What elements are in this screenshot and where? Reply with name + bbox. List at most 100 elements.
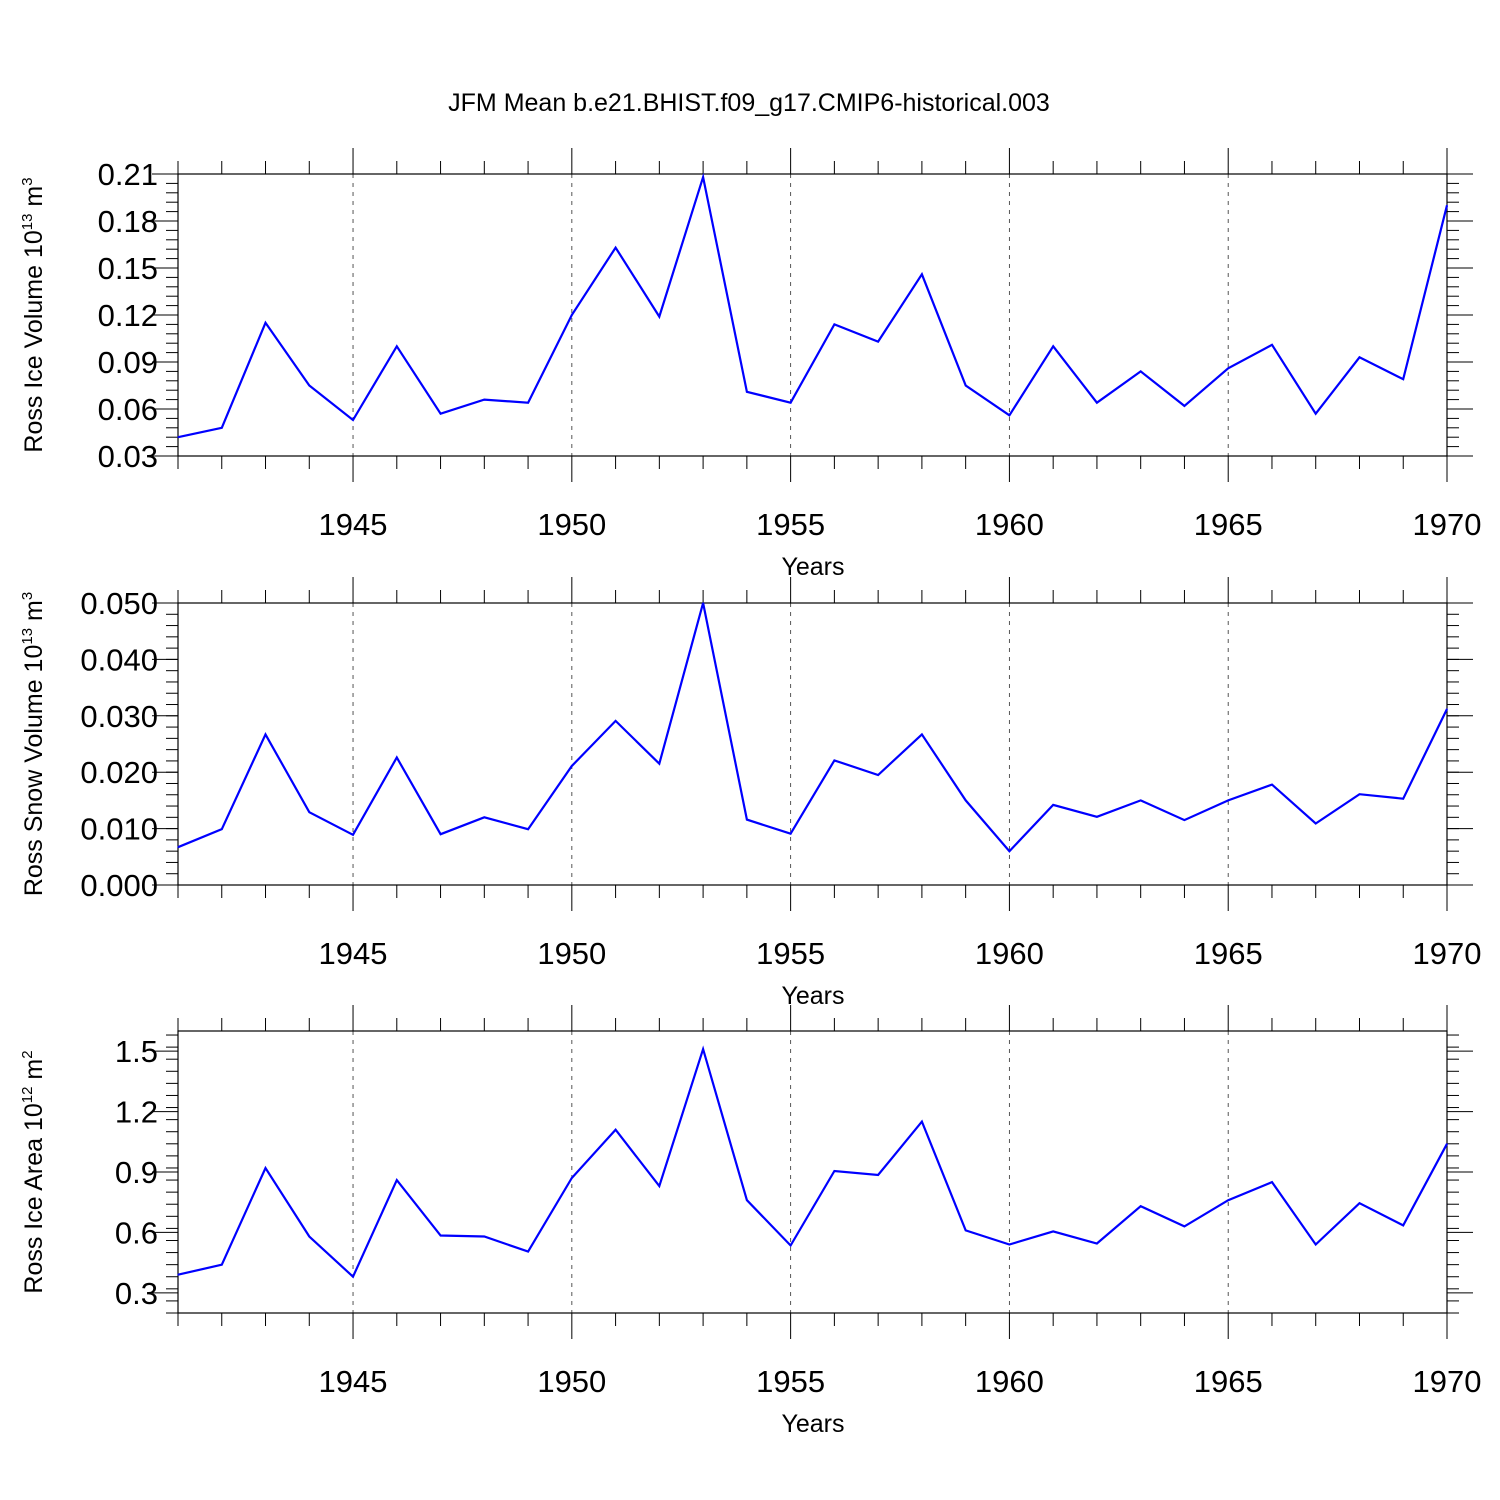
data-point — [177, 1274, 179, 1276]
data-point — [877, 774, 879, 776]
data-point — [308, 811, 310, 813]
data-point — [1358, 1202, 1361, 1204]
x-tick-label: 1970 — [1413, 1364, 1482, 1399]
data-point — [177, 436, 179, 438]
x-tick-label: 1955 — [756, 1364, 825, 1399]
x-tick-label: 1950 — [537, 1364, 606, 1399]
x-tick-label: 1965 — [1194, 1364, 1263, 1399]
data-point — [1096, 816, 1098, 818]
data-point — [746, 818, 748, 821]
data-point — [221, 427, 223, 429]
data-point — [614, 1129, 617, 1131]
data-point — [1008, 1243, 1011, 1246]
data-point — [1402, 1224, 1404, 1226]
data-point — [352, 419, 354, 421]
data-point — [921, 1121, 923, 1123]
data-point — [965, 384, 967, 387]
data-point — [439, 413, 442, 415]
data-point — [1183, 405, 1186, 407]
x-axis-label: Years — [781, 1410, 844, 1438]
data-point — [264, 733, 267, 736]
data-point — [877, 1174, 879, 1176]
data-point — [877, 341, 879, 343]
y-axis-label: Ross Ice Volume 1013 m3 — [19, 177, 48, 452]
panel-1: 0.03 0.06 0.09 0.12 0.15 0.18 0.21 1945 1950 1955… — [19, 148, 1481, 581]
plot-frame — [177, 602, 1448, 886]
data-point — [483, 1235, 485, 1238]
data-point — [1140, 1205, 1142, 1207]
data-point — [221, 1264, 223, 1266]
data-point — [439, 1234, 442, 1237]
data-point — [221, 828, 223, 830]
data-point — [1227, 1199, 1229, 1201]
y-tick-label: 0.000 — [80, 868, 158, 903]
x-tick-label: 1960 — [975, 507, 1044, 542]
x-tick-label: 1965 — [1194, 507, 1263, 542]
data-point — [1358, 356, 1361, 358]
x-axis-label: Years — [781, 982, 844, 1010]
data-point — [1008, 414, 1011, 416]
data-point — [1402, 798, 1404, 800]
plot-frame — [177, 1030, 1448, 1314]
y-tick-label: 0.9 — [115, 1155, 158, 1190]
data-point — [1446, 708, 1448, 710]
data-point — [571, 765, 573, 767]
data-point — [1096, 402, 1098, 404]
y-tick-label: 0.06 — [98, 392, 158, 427]
data-point — [483, 399, 485, 401]
data-point — [1315, 413, 1317, 415]
y-tick-label: 0.030 — [80, 699, 158, 734]
data-point — [352, 1276, 354, 1278]
data-point — [527, 402, 529, 404]
data-point — [614, 247, 617, 249]
data-point — [527, 828, 529, 830]
data-point — [1052, 804, 1054, 806]
series-line — [177, 1045, 1448, 1279]
y-axis-label: Ross Snow Volume 1013 m3 — [19, 592, 48, 896]
data-point — [965, 1229, 967, 1232]
data-point — [702, 176, 704, 178]
data-point — [1402, 378, 1404, 380]
y-tick-label: 0.09 — [98, 345, 158, 380]
data-point — [1096, 1242, 1098, 1245]
x-tick-label: 1945 — [319, 1364, 388, 1399]
data-point — [614, 720, 617, 722]
y-tick-label: 1.5 — [115, 1034, 158, 1069]
x-tick-label: 1955 — [756, 936, 825, 971]
data-point — [396, 756, 398, 759]
data-point — [658, 1185, 660, 1187]
data-point — [1315, 1243, 1317, 1246]
y-tick-label: 0.6 — [115, 1215, 158, 1250]
x-tick-label: 1970 — [1413, 936, 1482, 971]
data-point — [1358, 793, 1361, 795]
series-line — [177, 172, 1449, 439]
data-point — [264, 322, 267, 324]
x-tick-label: 1965 — [1194, 936, 1263, 971]
y-tick-label: 0.3 — [115, 1276, 158, 1311]
data-point — [1052, 1230, 1054, 1233]
x-tick-label: 1960 — [975, 1364, 1044, 1399]
y-tick-label: 0.21 — [98, 157, 158, 192]
x-tick-label: 1955 — [756, 507, 825, 542]
data-point — [921, 273, 923, 275]
data-point — [396, 345, 398, 347]
data-point — [790, 402, 792, 404]
y-tick-label: 0.020 — [80, 755, 158, 790]
data-point — [1271, 344, 1273, 346]
y-tick-label: 0.010 — [80, 812, 158, 847]
data-point — [1446, 204, 1448, 206]
y-axis-label: Ross Ice Area 1012 m2 — [19, 1050, 48, 1293]
data-point — [790, 1244, 792, 1247]
data-point — [921, 733, 923, 736]
data-point — [527, 1250, 529, 1253]
data-point — [658, 763, 660, 765]
x-tick-label: 1960 — [975, 936, 1044, 971]
data-point — [702, 1048, 704, 1050]
data-point — [439, 833, 442, 835]
x-tick-label: 1950 — [537, 507, 606, 542]
data-point — [1227, 367, 1229, 369]
y-tick-label: 0.15 — [98, 251, 158, 286]
data-point — [965, 799, 967, 802]
y-tick-label: 0.050 — [80, 586, 158, 621]
data-point — [658, 315, 660, 318]
